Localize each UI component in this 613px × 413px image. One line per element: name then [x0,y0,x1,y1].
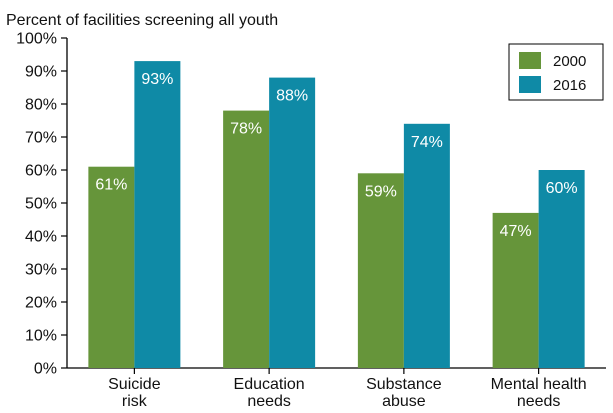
chart-title: Percent of facilities screening all yout… [6,12,278,29]
x-tick-label: needs [517,393,561,410]
axes: 0% 10% 20% 30% 40% 50% 60% 70% 80% 90% 100% Suicide… [16,31,606,410]
y-tick-label: 60% [25,163,57,180]
y-tick-label: 40% [25,229,57,246]
y-tick-label: 30% [25,262,57,279]
bar-2016 [403,123,450,368]
bar-2000 [492,212,539,368]
bar-2000 [223,110,270,368]
data-label: 60% [546,180,578,197]
bar-2016 [134,61,181,368]
y-tick-label: 50% [25,196,57,213]
y-tick-label: 90% [25,64,57,81]
x-tick-label: needs [247,393,291,410]
data-label: 93% [141,71,173,88]
x-tick-label: Substance [366,376,442,393]
bars: 61% 93% 78% 88% 59% 74% 47% 60% [88,61,585,368]
data-label: 61% [95,177,127,194]
y-tick-label: 80% [25,97,57,114]
x-tick-label: Education [234,376,305,393]
x-tick-label: Mental health [491,376,587,393]
legend-swatch-2016 [519,76,541,93]
legend-label-2000: 2000 [553,53,586,70]
x-tick-label: risk [122,393,148,410]
data-label: 78% [230,121,262,138]
legend: 2000 2016 [508,43,604,101]
x-tick-label: abuse [382,393,426,410]
bar-2000 [88,166,135,368]
data-label: 74% [411,134,443,151]
bar-2016 [269,77,316,368]
legend-label-2016: 2016 [553,77,586,94]
data-label: 47% [500,223,532,240]
bar-2016 [538,170,585,368]
bar-2000 [357,173,404,368]
x-tick-label: Suicide [108,376,161,393]
y-tick-label: 100% [16,31,57,48]
data-label: 59% [365,183,397,200]
y-tick-label: 20% [25,295,57,312]
y-tick-label: 70% [25,130,57,147]
legend-swatch-2000 [519,52,541,69]
y-tick-label: 10% [25,328,57,345]
y-tick-label: 0% [34,361,57,378]
data-label: 88% [276,88,308,105]
